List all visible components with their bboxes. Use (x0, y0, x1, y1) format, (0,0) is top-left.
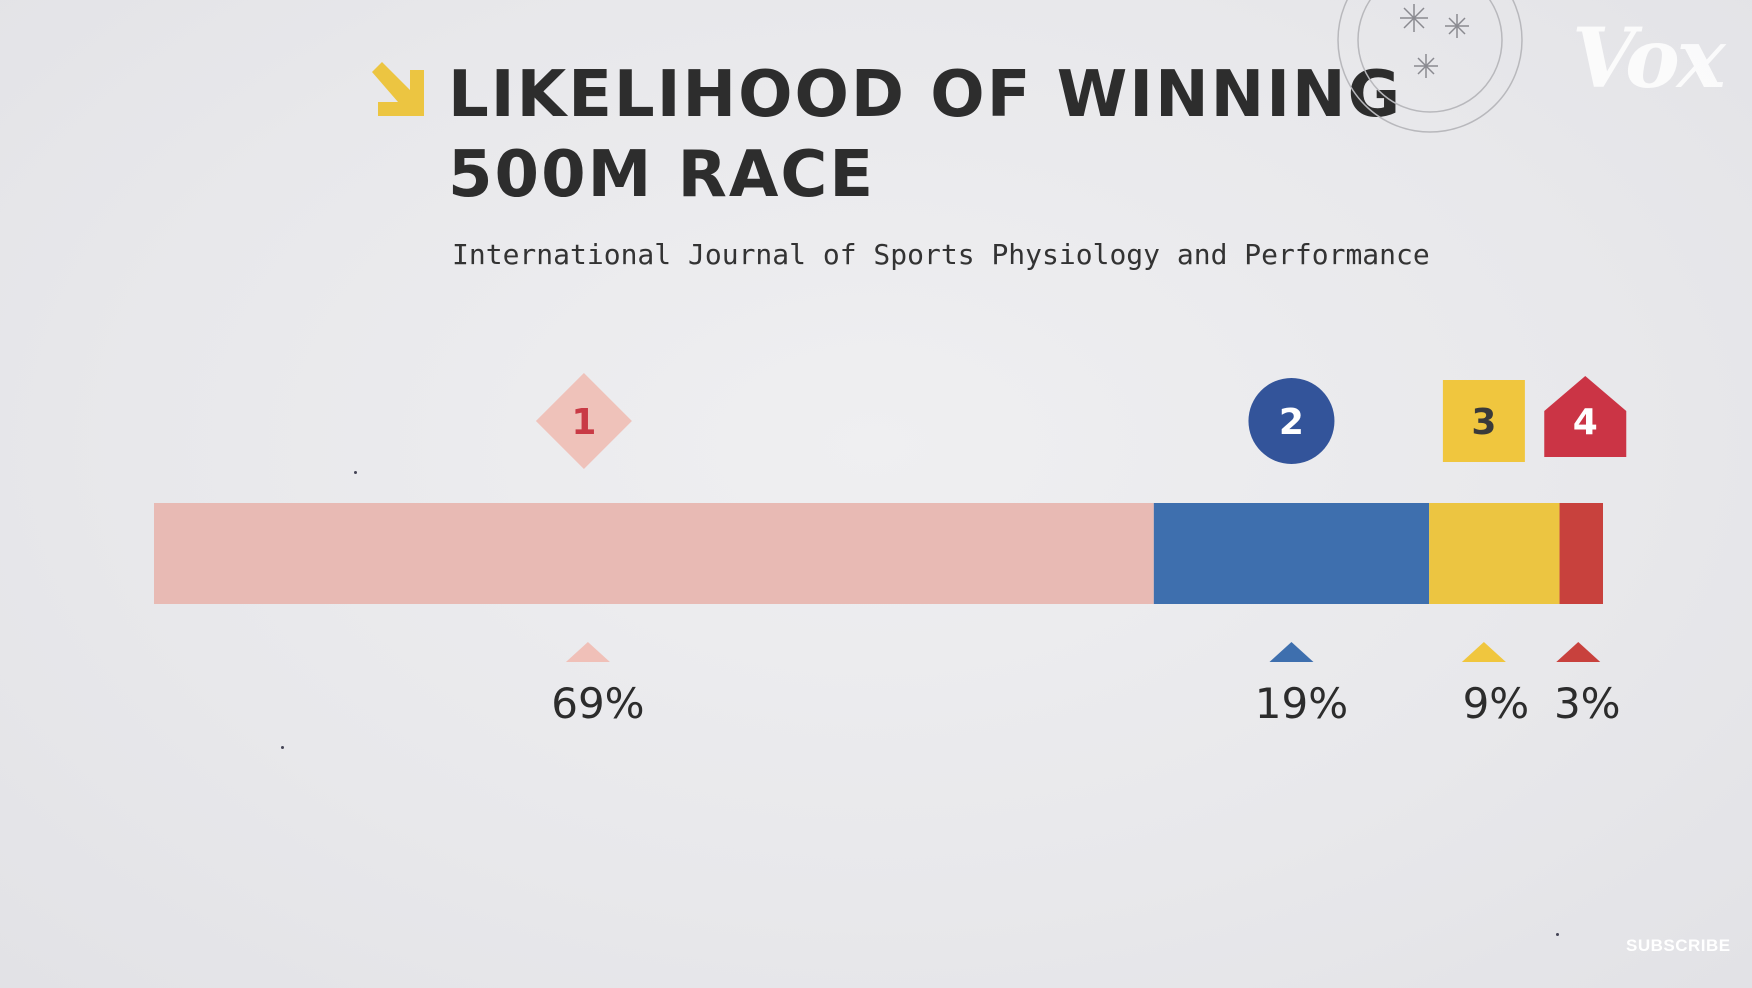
arrow-down-right-icon (372, 62, 424, 116)
decorative-star-circle-icon (1337, 0, 1523, 133)
pointer-triangle-3 (1461, 642, 1506, 662)
speck (354, 471, 357, 474)
marker-label-2: 2 (1279, 402, 1304, 443)
pointer-triangle-2 (1269, 642, 1314, 662)
value-label-3: 9% (1463, 679, 1530, 728)
vox-logo: Vox (1572, 11, 1726, 107)
marker-pentagon-4 (1544, 376, 1627, 457)
marker-label-3: 3 (1471, 402, 1496, 443)
marker-diamond-1 (535, 373, 632, 469)
marker-circle-2 (1248, 378, 1335, 464)
subscribe-button[interactable]: SUBSCRIBE (1626, 936, 1731, 955)
marker-square-3 (1442, 380, 1525, 462)
bar-segment-3 (1429, 503, 1560, 604)
bar-segment-1 (154, 503, 1154, 604)
chart-title-line-2: 500M RACE (448, 138, 876, 212)
value-label-2: 19% (1255, 679, 1348, 728)
speck (1556, 933, 1559, 936)
bar-segment-2 (1153, 503, 1430, 604)
speck (281, 746, 284, 749)
pointer-triangle-4 (1556, 642, 1601, 662)
chart-subtitle: International Journal of Sports Physiolo… (452, 238, 1430, 271)
value-label-1: 69% (551, 679, 644, 728)
bar-segment-4 (1559, 503, 1603, 604)
marker-label-1: 1 (571, 402, 596, 443)
chart-title-line-1: LIKELIHOOD OF WINNING (448, 58, 1403, 132)
pointer-triangle-1 (565, 642, 610, 662)
value-label-4: 3% (1554, 679, 1621, 728)
marker-label-4: 4 (1573, 402, 1598, 443)
